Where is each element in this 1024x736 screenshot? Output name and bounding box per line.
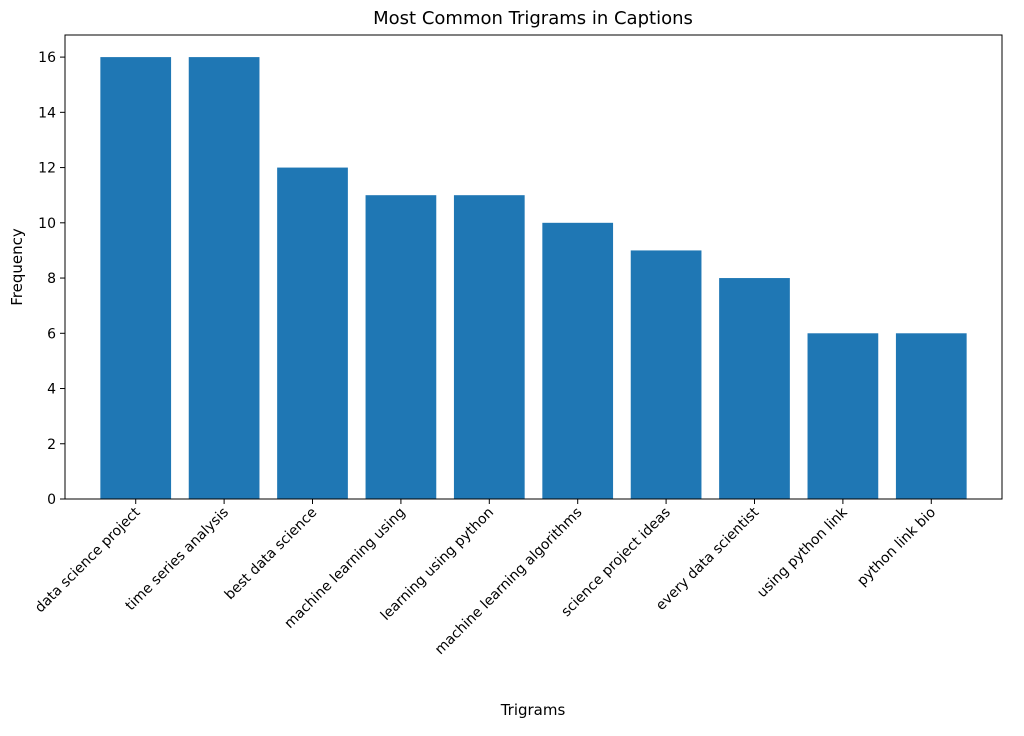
bar-10 [895,333,967,499]
x-axis-label: Trigrams [500,701,566,719]
y-tick-label: 4 [47,382,56,398]
y-axis-label: Frequency [8,228,26,306]
x-tick-label: every data scientist [653,504,763,614]
y-tick-label: 0 [47,492,56,508]
y-tick-label: 16 [38,50,56,66]
bar-9 [807,333,879,499]
bar-2 [188,57,260,499]
y-tick-label: 8 [47,271,56,287]
bar-3 [277,167,348,499]
y-tick-label: 14 [38,105,56,121]
x-tick-label: python link bio [854,505,939,590]
y-tick-label: 2 [47,437,56,453]
x-tick-label: using python link [754,504,851,601]
chart-title: Most Common Trigrams in Captions [373,8,693,29]
bar-6 [542,222,614,499]
x-tick-label: best data science [222,505,321,604]
bar-8 [719,278,790,499]
bar-7 [630,250,702,499]
x-tick-label: time series analysis [123,505,232,614]
y-tick-label: 6 [47,326,56,342]
x-tick-label: machine learning algorithms [432,505,585,658]
bar-1 [100,57,172,499]
bars-group [100,57,967,499]
y-tick-label: 10 [38,216,56,232]
y-tick-label: 12 [38,161,56,177]
bar-4 [365,195,437,499]
y-axis: 0 2 4 6 8 10 12 14 16 [38,50,65,508]
plot-frame [64,34,1003,500]
bar-5 [453,195,525,499]
